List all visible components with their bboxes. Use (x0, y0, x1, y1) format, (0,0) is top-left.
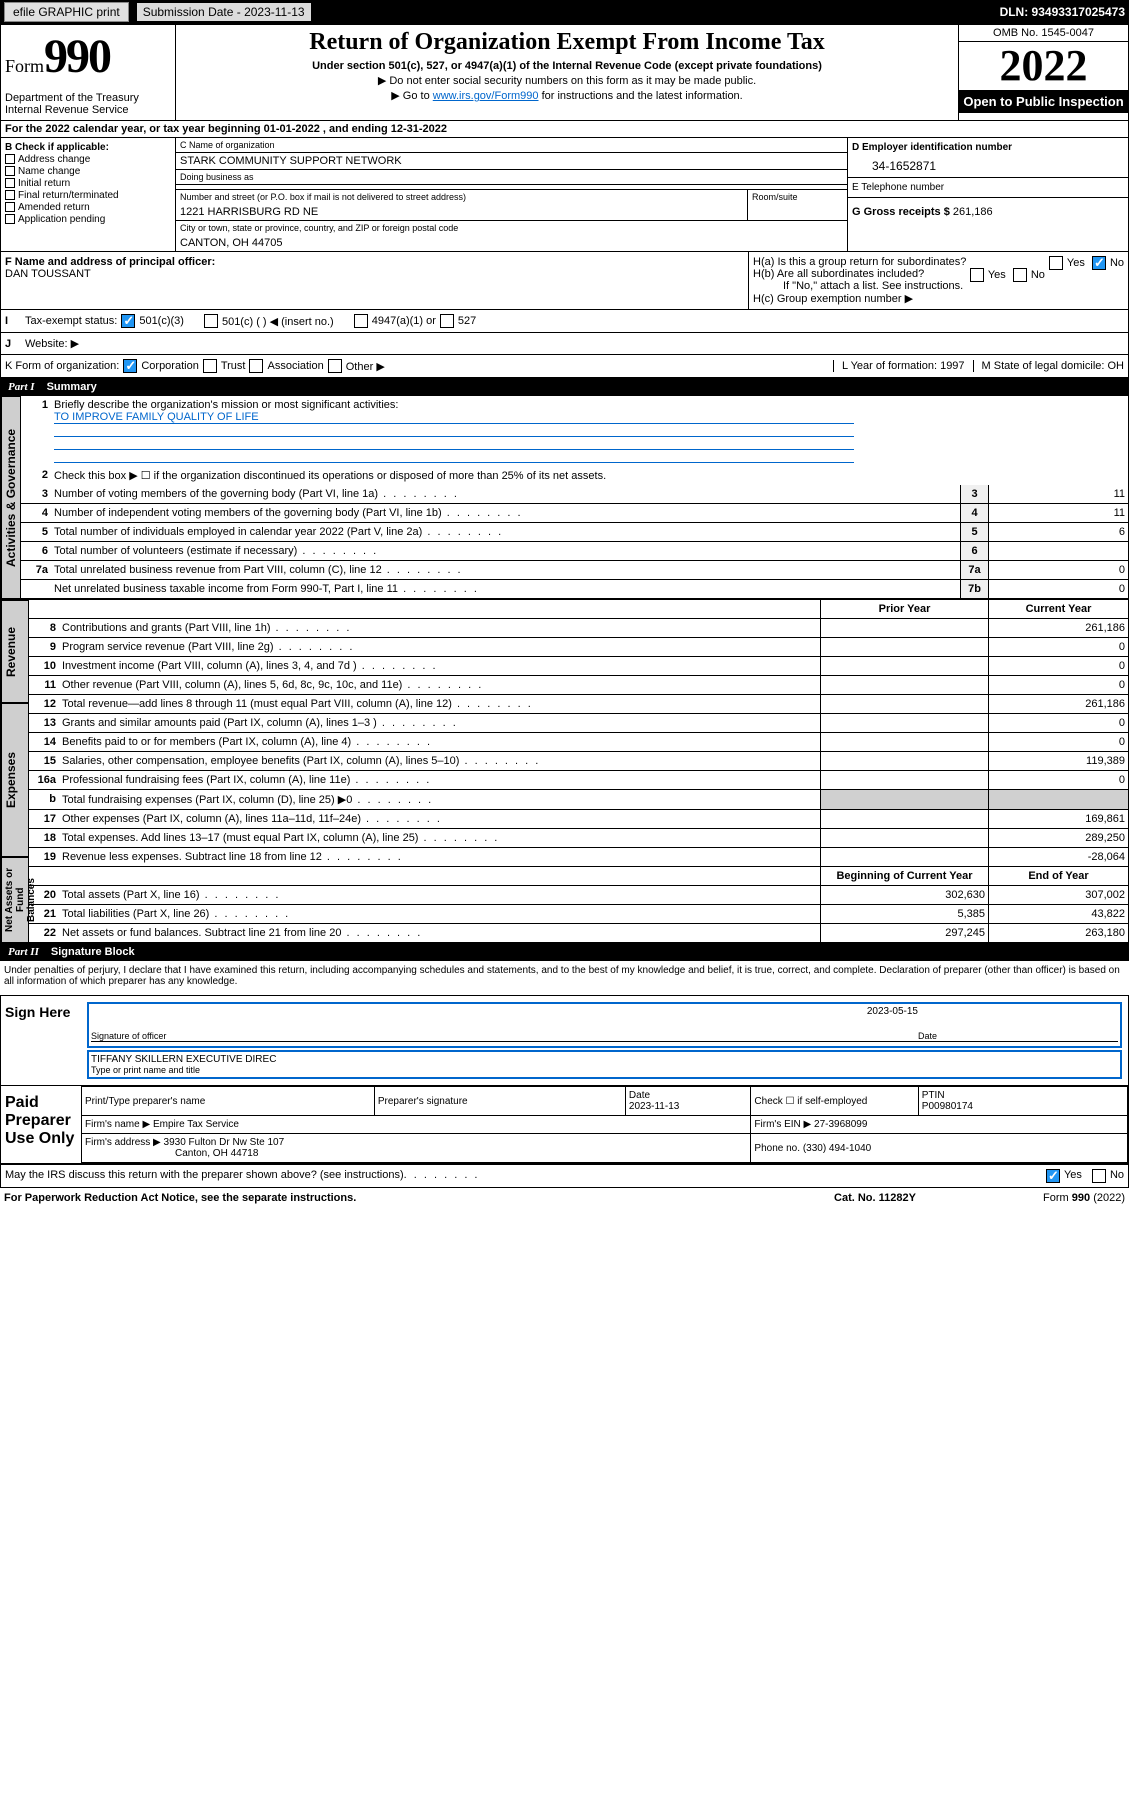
chk-501c3[interactable] (121, 314, 135, 328)
chk-amended[interactable]: Amended return (5, 202, 171, 213)
data-row: 16aProfessional fundraising fees (Part I… (29, 771, 1128, 790)
firm-phone: (330) 494-1040 (803, 1143, 871, 1154)
department: Department of the Treasury Internal Reve… (5, 92, 171, 116)
tax-period: For the 2022 calendar year, or tax year … (1, 121, 451, 137)
public-inspection: Open to Public Inspection (959, 90, 1128, 113)
subtitle-2: ▶ Do not enter social security numbers o… (180, 74, 954, 87)
principal-officer: DAN TOUSSANT (5, 268, 744, 280)
ein: 34-1652871 (852, 153, 1124, 173)
entity-info: B Check if applicable: Address change Na… (0, 138, 1129, 252)
chk-other[interactable] (328, 359, 342, 373)
ptin: P00980174 (922, 1101, 973, 1112)
chk-trust[interactable] (203, 359, 217, 373)
data-row: 11Other revenue (Part VIII, column (A), … (29, 676, 1128, 695)
chk-final[interactable]: Final return/terminated (5, 190, 171, 201)
data-row: 15Salaries, other compensation, employee… (29, 752, 1128, 771)
box-b: B Check if applicable: Address change Na… (1, 138, 176, 251)
irs-link[interactable]: www.irs.gov/Form990 (433, 90, 539, 102)
data-row: 19Revenue less expenses. Subtract line 1… (29, 848, 1128, 867)
vtab-revenue: Revenue (1, 600, 29, 703)
data-row: 20Total assets (Part X, line 16)302,6303… (29, 886, 1128, 905)
vtab-netassets: Net Assets or Fund Balances (1, 857, 29, 943)
chk-527[interactable] (440, 314, 454, 328)
chk-assoc[interactable] (249, 359, 263, 373)
box-f-h: F Name and address of principal officer:… (0, 252, 1129, 310)
discuss-row: May the IRS discuss this return with the… (0, 1165, 1129, 1188)
line-j: J Website: ▶ (0, 333, 1129, 355)
subtitle-3: ▶ Go to www.irs.gov/Form990 for instruct… (180, 89, 954, 102)
summary-row: Net unrelated business taxable income fr… (21, 580, 1128, 599)
chk-501c[interactable] (204, 314, 218, 328)
vtab-governance: Activities & Governance (1, 396, 21, 599)
part-2-header: Part II Signature Block (0, 943, 1129, 961)
data-row: 13Grants and similar amounts paid (Part … (29, 714, 1128, 733)
submission-date: Submission Date - 2023-11-13 (137, 3, 311, 21)
data-row: 22Net assets or fund balances. Subtract … (29, 924, 1128, 943)
subtitle-1: Under section 501(c), 527, or 4947(a)(1)… (180, 60, 954, 72)
state-domicile: M State of legal domicile: OH (973, 360, 1124, 372)
summary-row: 6Total number of volunteers (estimate if… (21, 542, 1128, 561)
data-row: 12Total revenue—add lines 8 through 11 (… (29, 695, 1128, 714)
chk-corp[interactable] (123, 359, 137, 373)
box-c: C Name of organization STARK COMMUNITY S… (176, 138, 848, 251)
part-1-header: Part I Summary (0, 378, 1129, 396)
discuss-yes[interactable] (1046, 1169, 1060, 1183)
data-row: 21Total liabilities (Part X, line 26)5,3… (29, 905, 1128, 924)
omb-number: OMB No. 1545-0047 (959, 25, 1128, 42)
dln: DLN: 93493317025473 (1000, 5, 1125, 19)
org-name: STARK COMMUNITY SUPPORT NETWORK (176, 153, 847, 169)
vtab-expenses: Expenses (1, 703, 29, 857)
data-row: 18Total expenses. Add lines 13–17 (must … (29, 829, 1128, 848)
firm-addr: 3930 Fulton Dr Nw Ste 107 (164, 1137, 285, 1148)
chk-address[interactable]: Address change (5, 154, 171, 165)
gross-receipts: 261,186 (953, 206, 993, 218)
topbar: efile GRAPHIC print Submission Date - 20… (0, 0, 1129, 24)
summary-row: 5Total number of individuals employed in… (21, 523, 1128, 542)
summary-row: 4Number of independent voting members of… (21, 504, 1128, 523)
year-formation: L Year of formation: 1997 (833, 360, 965, 372)
preparer-table: Print/Type preparer's name Preparer's si… (81, 1086, 1128, 1163)
city-state-zip: CANTON, OH 44705 (176, 235, 847, 251)
discuss-no[interactable] (1092, 1169, 1106, 1183)
data-row: 10Investment income (Part VIII, column (… (29, 657, 1128, 676)
data-row: 9Program service revenue (Part VIII, lin… (29, 638, 1128, 657)
form-title: Return of Organization Exempt From Incom… (180, 29, 954, 56)
sig-date: 2023-05-15 (91, 1006, 1118, 1017)
summary-section: Activities & Governance 1 Briefly descri… (0, 396, 1129, 599)
signature-block: Sign Here 2023-05-15 Signature of office… (0, 995, 1129, 1165)
line-k-l-m: K Form of organization: Corporation Trus… (0, 355, 1129, 378)
line-i: I Tax-exempt status: 501(c)(3) 501(c) ( … (0, 310, 1129, 333)
data-row: 14Benefits paid to or for members (Part … (29, 733, 1128, 752)
form-header: Form990 Department of the Treasury Inter… (0, 24, 1129, 121)
chk-4947[interactable] (354, 314, 368, 328)
tax-year: 2022 (959, 42, 1128, 90)
mission: TO IMPROVE FAMILY QUALITY OF LIFE (54, 411, 854, 424)
perjury-declaration: Under penalties of perjury, I declare th… (0, 961, 1129, 991)
data-row: bTotal fundraising expenses (Part IX, co… (29, 790, 1128, 810)
firm-ein: 27-3968099 (814, 1119, 867, 1130)
chk-name[interactable]: Name change (5, 166, 171, 177)
street-address: 1221 HARRISBURG RD NE (176, 204, 747, 220)
page-footer: For Paperwork Reduction Act Notice, see … (0, 1188, 1129, 1208)
h-a: H(a) Is this a group return for subordin… (753, 256, 1124, 268)
summary-row: 3Number of voting members of the governi… (21, 485, 1128, 504)
summary-row: 7aTotal unrelated business revenue from … (21, 561, 1128, 580)
h-c: H(c) Group exemption number ▶ (753, 292, 1124, 305)
officer-name: TIFFANY SKILLERN EXECUTIVE DIREC (91, 1054, 1118, 1065)
box-d-e-g: D Employer identification number 34-1652… (848, 138, 1128, 251)
form-number: Form990 (5, 29, 171, 84)
efile-btn[interactable]: efile GRAPHIC print (4, 2, 129, 22)
chk-pending[interactable]: Application pending (5, 214, 171, 225)
firm-name: Empire Tax Service (153, 1119, 239, 1130)
data-row: 17Other expenses (Part IX, column (A), l… (29, 810, 1128, 829)
chk-initial[interactable]: Initial return (5, 178, 171, 189)
revenue-expense-section: Revenue Expenses Net Assets or Fund Bala… (0, 599, 1129, 943)
data-row: 8Contributions and grants (Part VIII, li… (29, 619, 1128, 638)
